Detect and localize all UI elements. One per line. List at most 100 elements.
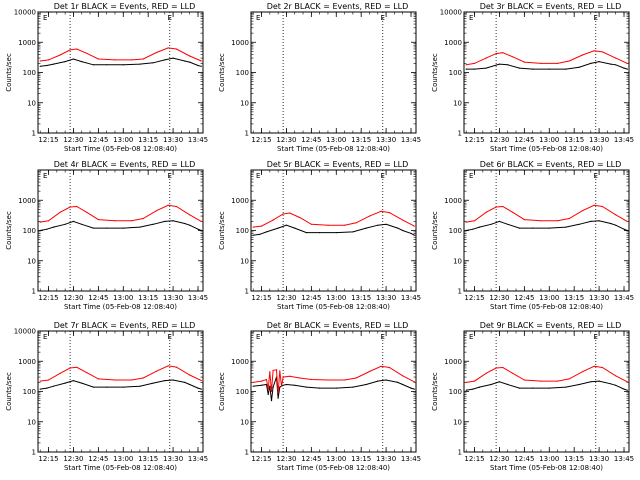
y-tick-label: 1000 xyxy=(18,358,36,366)
series-lld-line xyxy=(253,210,415,228)
series-events-point xyxy=(259,233,261,235)
series-events-point xyxy=(548,227,550,229)
series-lld-point xyxy=(465,221,467,223)
y-tick-label: 10000 xyxy=(440,9,462,17)
event-marker-label: E xyxy=(43,14,47,22)
x-tick-label: 13:30 xyxy=(589,294,609,302)
panel-title: Det 9r BLACK = Events, RED = LLD xyxy=(480,321,622,330)
x-tick-label: 12:15 xyxy=(464,455,484,463)
x-tick-label: 13:30 xyxy=(163,294,183,302)
panel-title: Det 1r BLACK = Events, RED = LLD xyxy=(54,2,196,11)
series-lld-point xyxy=(59,54,61,56)
y-axis-label: Counts/sec xyxy=(431,53,439,92)
series-lld-point xyxy=(114,59,116,61)
series-lld-point xyxy=(47,59,50,61)
series-events-point xyxy=(377,380,379,382)
series-lld-line xyxy=(466,365,628,383)
x-tick-label: 12:15 xyxy=(38,294,58,302)
y-tick-label: 10 xyxy=(453,418,462,426)
y-tick-label: 1 xyxy=(32,130,36,138)
series-lld-point xyxy=(155,210,158,212)
x-tick-label: 12:45 xyxy=(514,136,534,144)
series-lld-point xyxy=(310,378,312,381)
series-events-point xyxy=(590,381,592,383)
y-tick-label: 1000 xyxy=(444,197,462,205)
series-lld-point xyxy=(540,380,542,382)
series-events-point xyxy=(532,387,534,389)
x-tick-label: 13:45 xyxy=(614,294,634,302)
series-lld-point xyxy=(523,219,526,221)
series-lld-point xyxy=(495,206,497,208)
series-events-point xyxy=(610,63,612,65)
series-lld-point xyxy=(601,366,604,369)
series-events-point xyxy=(305,386,307,388)
series-lld-point xyxy=(280,385,283,387)
series-lld-point xyxy=(142,217,144,220)
series-events-point xyxy=(267,393,269,395)
series-events-point xyxy=(319,232,321,234)
series-events-point xyxy=(623,228,625,230)
series-lld-point xyxy=(282,376,284,378)
series-events-point xyxy=(507,223,509,225)
x-tick-label: 13:45 xyxy=(401,136,421,144)
y-tick-label: 100 xyxy=(236,227,249,235)
series-lld-point xyxy=(142,58,144,60)
series-events-point xyxy=(610,222,612,225)
series-lld-point xyxy=(388,366,390,369)
series-lld-point xyxy=(327,379,329,381)
series-lld-line xyxy=(253,365,415,393)
y-tick-label: 1000 xyxy=(231,358,249,366)
x-tick-label: 13:15 xyxy=(138,294,158,302)
y-tick-label: 1 xyxy=(32,449,36,457)
x-tick-label: 12:45 xyxy=(301,294,321,302)
series-events-point xyxy=(265,231,268,233)
event-marker-label: E xyxy=(256,333,260,341)
series-events-point xyxy=(578,383,580,386)
series-lld-point xyxy=(175,48,177,50)
series-lld-point xyxy=(59,372,61,374)
x-axis-label: Start Time (05-Feb-08 12:08:40) xyxy=(64,464,177,472)
series-events-point xyxy=(285,383,287,386)
x-tick-label: 12:30 xyxy=(63,294,83,302)
panel-title: Det 4r BLACK = Events, RED = LLD xyxy=(54,160,196,169)
series-events-point xyxy=(472,228,474,230)
x-tick-label: 12:30 xyxy=(63,455,83,463)
x-tick-label: 13:30 xyxy=(163,455,183,463)
series-events-point xyxy=(279,386,281,388)
event-marker-label: E xyxy=(168,172,172,180)
series-events-point xyxy=(478,386,481,388)
x-tick-label: 13:00 xyxy=(326,136,346,144)
x-tick-label: 13:15 xyxy=(564,136,584,144)
series-events-point xyxy=(122,227,124,229)
series-lld-point xyxy=(86,52,88,54)
series-events-point xyxy=(565,68,567,70)
series-events-point xyxy=(52,385,55,387)
series-events-point xyxy=(507,64,509,66)
plot-frame xyxy=(37,330,204,453)
series-events-point xyxy=(152,62,154,64)
y-tick-label: 1000 xyxy=(231,197,249,205)
series-lld-point xyxy=(155,51,158,54)
x-tick-label: 13:00 xyxy=(326,294,346,302)
plot-frame xyxy=(250,169,417,292)
series-lld-point xyxy=(69,206,71,208)
series-lld-point xyxy=(512,56,514,58)
series-lld-point xyxy=(465,64,467,66)
x-tick-label: 13:00 xyxy=(539,455,559,463)
series-events-line xyxy=(40,220,202,231)
x-tick-label: 12:30 xyxy=(489,294,509,302)
y-axis-label: Counts/sec xyxy=(431,372,439,411)
series-events-point xyxy=(532,227,534,229)
x-axis-label: Start Time (05-Feb-08 12:08:40) xyxy=(277,303,390,311)
series-lld-point xyxy=(260,225,263,227)
x-tick-label: 13:15 xyxy=(564,294,584,302)
panel-title: Det 7r BLACK = Events, RED = LLD xyxy=(54,321,196,330)
series-events-point xyxy=(172,220,174,222)
series-events-point xyxy=(122,64,124,66)
series-events-point xyxy=(122,386,124,388)
y-axis-label: Counts/sec xyxy=(5,372,13,411)
series-lld-point xyxy=(557,62,559,64)
series-events-point xyxy=(189,224,191,226)
x-tick-label: 12:45 xyxy=(301,455,321,463)
series-lld-point xyxy=(200,60,202,62)
